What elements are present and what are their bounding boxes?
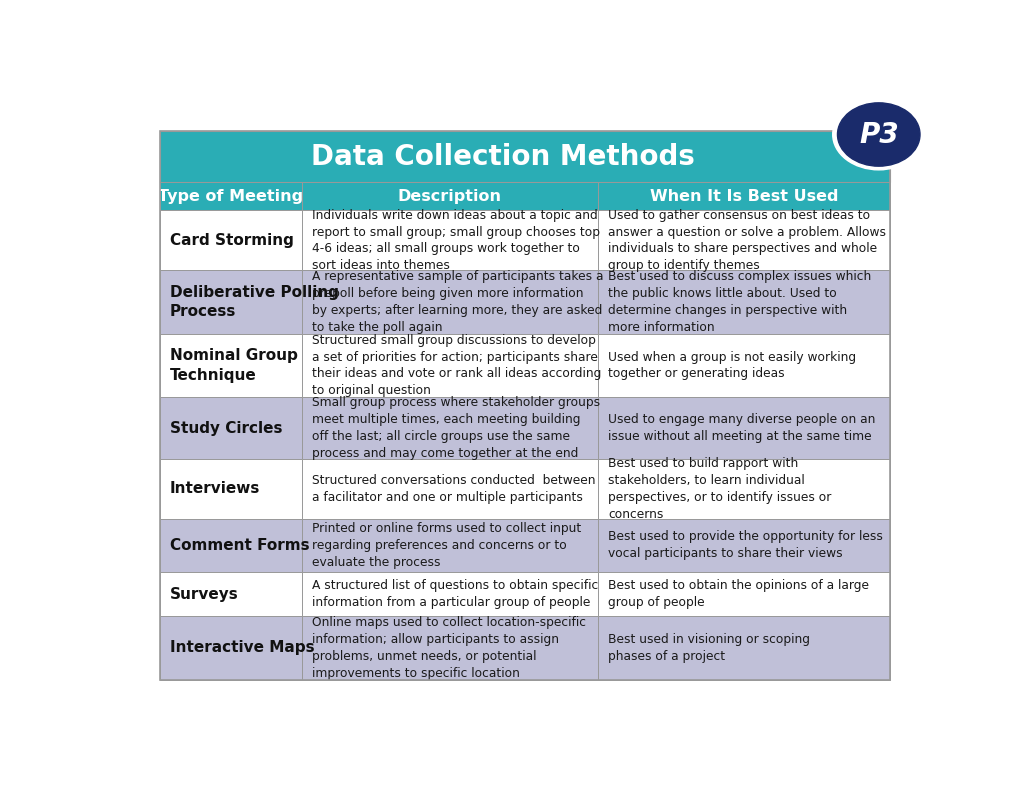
Bar xyxy=(160,131,890,182)
Bar xyxy=(598,459,890,519)
Text: Surveys: Surveys xyxy=(170,586,239,601)
Text: P3: P3 xyxy=(859,120,898,149)
Text: Interactive Maps: Interactive Maps xyxy=(170,641,314,656)
Bar xyxy=(302,572,598,616)
Text: Data Collection Methods: Data Collection Methods xyxy=(311,142,695,171)
Text: Nominal Group
Technique: Nominal Group Technique xyxy=(170,348,298,383)
Bar xyxy=(302,334,598,397)
Bar xyxy=(598,271,890,334)
Bar xyxy=(598,572,890,616)
Bar xyxy=(302,459,598,519)
Text: Best used to build rapport with
stakeholders, to learn individual
perspectives, : Best used to build rapport with stakehol… xyxy=(608,457,831,520)
Text: Best used in visioning or scoping
phases of a project: Best used in visioning or scoping phases… xyxy=(608,633,810,663)
Bar xyxy=(302,519,598,572)
Bar xyxy=(598,334,890,397)
Bar xyxy=(160,519,302,572)
Circle shape xyxy=(838,103,920,166)
Text: Used to gather consensus on best ideas to
answer a question or solve a problem. : Used to gather consensus on best ideas t… xyxy=(608,209,886,272)
Bar xyxy=(160,459,302,519)
Bar xyxy=(160,616,302,679)
Text: Best used to obtain the opinions of a large
group of people: Best used to obtain the opinions of a la… xyxy=(608,579,869,609)
Bar xyxy=(160,131,890,679)
Bar xyxy=(160,334,302,397)
Text: A structured list of questions to obtain specific
information from a particular : A structured list of questions to obtain… xyxy=(312,579,599,609)
Text: Printed or online forms used to collect input
regarding preferences and concerns: Printed or online forms used to collect … xyxy=(312,522,582,569)
Bar xyxy=(302,616,598,679)
Bar xyxy=(598,616,890,679)
Bar xyxy=(598,519,890,572)
Bar xyxy=(598,182,890,210)
Text: Description: Description xyxy=(398,188,502,203)
Bar xyxy=(302,271,598,334)
Bar xyxy=(598,210,890,271)
Text: Used to engage many diverse people on an
issue without all meeting at the same t: Used to engage many diverse people on an… xyxy=(608,413,876,443)
Text: Best used to discuss complex issues which
the public knows little about. Used to: Best used to discuss complex issues whic… xyxy=(608,271,871,334)
Text: Type of Meeting: Type of Meeting xyxy=(159,188,303,203)
Text: When It Is Best Used: When It Is Best Used xyxy=(649,188,838,203)
Bar xyxy=(160,271,302,334)
Text: Online maps used to collect location-specific
information; allow participants to: Online maps used to collect location-spe… xyxy=(312,616,587,679)
Bar xyxy=(302,182,598,210)
Bar xyxy=(160,572,302,616)
Text: Comment Forms: Comment Forms xyxy=(170,538,309,553)
Text: Structured conversations conducted  between
a facilitator and one or multiple pa: Structured conversations conducted betwe… xyxy=(312,474,596,504)
Text: Best used to provide the opportunity for less
vocal participants to share their : Best used to provide the opportunity for… xyxy=(608,531,883,560)
Text: Used when a group is not easily working
together or generating ideas: Used when a group is not easily working … xyxy=(608,350,856,380)
Text: Individuals write down ideas about a topic and
report to small group; small grou: Individuals write down ideas about a top… xyxy=(312,209,600,272)
Text: Structured small group discussions to develop
a set of priorities for action; pa: Structured small group discussions to de… xyxy=(312,334,602,397)
Bar xyxy=(160,182,302,210)
Bar xyxy=(302,397,598,459)
Bar xyxy=(302,210,598,271)
Text: Study Circles: Study Circles xyxy=(170,421,283,436)
Text: Interviews: Interviews xyxy=(170,482,260,497)
Text: Deliberative Polling
Process: Deliberative Polling Process xyxy=(170,285,339,320)
Circle shape xyxy=(833,99,925,170)
Text: Card Storming: Card Storming xyxy=(170,233,294,248)
Bar xyxy=(598,397,890,459)
Bar xyxy=(160,397,302,459)
Bar xyxy=(160,210,302,271)
Text: Small group process where stakeholder groups
meet multiple times, each meeting b: Small group process where stakeholder gr… xyxy=(312,396,600,460)
Text: A representative sample of participants takes a
prepoll before being given more : A representative sample of participants … xyxy=(312,271,604,334)
